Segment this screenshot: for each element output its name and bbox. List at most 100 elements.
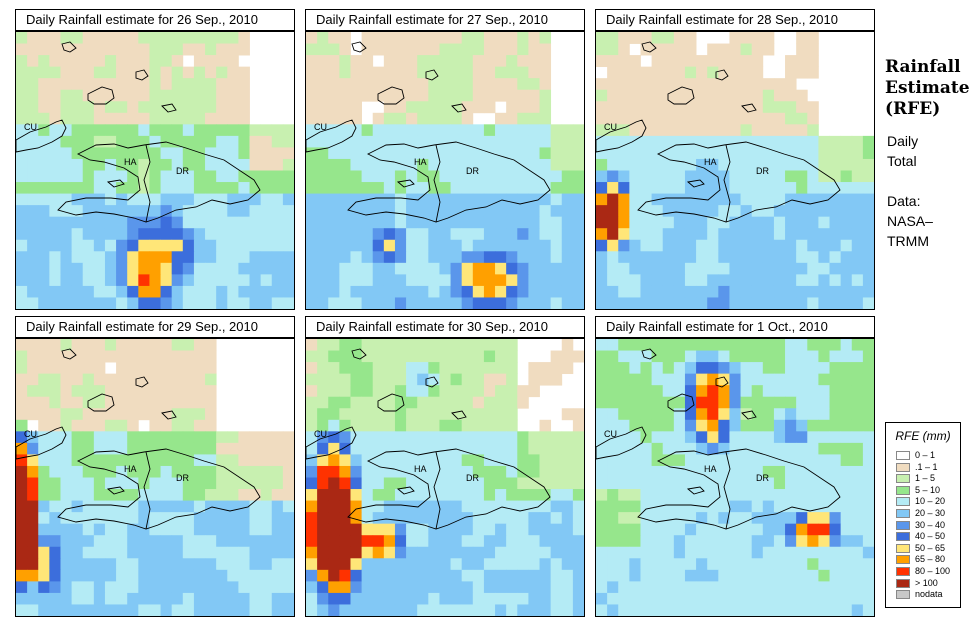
rainfall-cell [160, 454, 173, 467]
rainfall-cell [428, 124, 440, 137]
rainfall-cell [762, 350, 775, 363]
rainfall-cell [483, 43, 496, 56]
rainfall-cell [149, 546, 161, 559]
rainfall-cell [651, 431, 664, 444]
rainfall-cell [662, 205, 675, 218]
rainfall-cell [361, 170, 374, 183]
legend-item: 80 – 100 [896, 566, 958, 578]
rainfall-cell [439, 101, 451, 114]
rainfall-cell [495, 112, 507, 125]
rainfall-cell [339, 170, 351, 183]
rainfall-cell [160, 216, 173, 229]
rainfall-cell [550, 604, 563, 616]
rainfall-cell [82, 396, 95, 409]
rainfall-cell [27, 55, 39, 68]
rainfall-cell [104, 205, 117, 218]
rainfall-cell [271, 558, 284, 571]
rainfall-cell [216, 454, 228, 467]
rainfall-cell [618, 170, 630, 183]
rainfall-cell [607, 408, 619, 421]
rainfall-cell [350, 158, 362, 171]
rainfall-cell [796, 489, 808, 501]
legend-item: 30 – 40 [896, 520, 958, 532]
rainfall-cell [707, 89, 719, 102]
rainfall-cell [596, 78, 608, 91]
rainfall-cell [651, 101, 664, 114]
rainfall-cell [640, 285, 652, 298]
rainfall-cell [372, 297, 385, 309]
rainfall-cell [93, 101, 106, 114]
rainfall-cell [317, 216, 329, 229]
rainfall-cell [796, 523, 808, 536]
rainfall-cell [773, 297, 786, 309]
rainfall-cell [171, 465, 184, 478]
rainfall-cell [193, 500, 206, 513]
rainfall-cell [328, 43, 340, 56]
rainfall-cell [428, 581, 440, 594]
rainfall-cell [260, 251, 273, 264]
rainfall-cell [461, 43, 474, 56]
rainfall-cell [785, 55, 797, 68]
rainfall-cell [406, 489, 418, 501]
rainfall-cell [495, 55, 507, 68]
rainfall-cell [339, 285, 351, 298]
rainfall-cell [796, 569, 808, 582]
rainfall-cell [406, 124, 418, 137]
rainfall-cell [328, 66, 340, 79]
rainfall-cell [718, 442, 730, 455]
rainfall-cell [127, 489, 139, 501]
rainfall-cell [205, 604, 217, 616]
rainfall-cell [16, 350, 28, 363]
rainfall-cell [205, 32, 217, 44]
rainfall-cell [751, 193, 764, 206]
rainfall-cell [629, 442, 641, 455]
rainfall-cell [472, 592, 485, 605]
rainfall-cell [807, 55, 819, 68]
rainfall-cell [751, 55, 764, 68]
rainfall-cell [818, 216, 830, 229]
rainfall-cell [450, 419, 463, 432]
rainfall-cell [138, 124, 150, 137]
rainfall-cell [862, 216, 874, 229]
rainfall-cell [840, 251, 853, 264]
rainfall-cell [205, 339, 217, 351]
rainfall-cell [640, 581, 652, 594]
rainfall-cell [372, 512, 385, 525]
rainfall-cell [317, 339, 329, 351]
rainfall-cell [406, 285, 418, 298]
rainfall-cell [696, 362, 708, 375]
rainfall-cell [361, 32, 374, 44]
rainfall-cell [751, 251, 764, 264]
rainfall-cell [339, 124, 351, 137]
rainfall-cell [116, 78, 128, 91]
rainfall-cell [528, 43, 540, 56]
rainfall-cell [785, 385, 797, 398]
rainfall-cell [439, 124, 451, 137]
legend-item: 20 – 30 [896, 508, 958, 520]
rainfall-cell [428, 373, 440, 386]
rainfall-cell [506, 182, 518, 194]
rainfall-cell [561, 339, 574, 351]
rainfall-cell [160, 350, 173, 363]
rainfall-cell [684, 512, 697, 525]
rainfall-cell [406, 581, 418, 594]
rainfall-cell [461, 182, 474, 194]
rainfall-cell [127, 158, 139, 171]
rainfall-cell [607, 477, 619, 490]
rainfall-cell [27, 465, 39, 478]
rainfall-cell [38, 419, 50, 432]
rainfall-cell [796, 262, 808, 275]
rainfall-cell [428, 592, 440, 605]
rainfall-cell [93, 465, 106, 478]
rainfall-cell [596, 581, 608, 594]
rainfall-cell [27, 112, 39, 125]
rainfall-cell [773, 362, 786, 375]
rainfall-cell [818, 512, 830, 525]
rainfall-cell [104, 32, 117, 44]
rainfall-cell [193, 55, 206, 68]
rainfall-cell [216, 285, 228, 298]
rainfall-cell [550, 182, 563, 194]
national-border [143, 144, 151, 223]
rainfall-cell [483, 158, 496, 171]
